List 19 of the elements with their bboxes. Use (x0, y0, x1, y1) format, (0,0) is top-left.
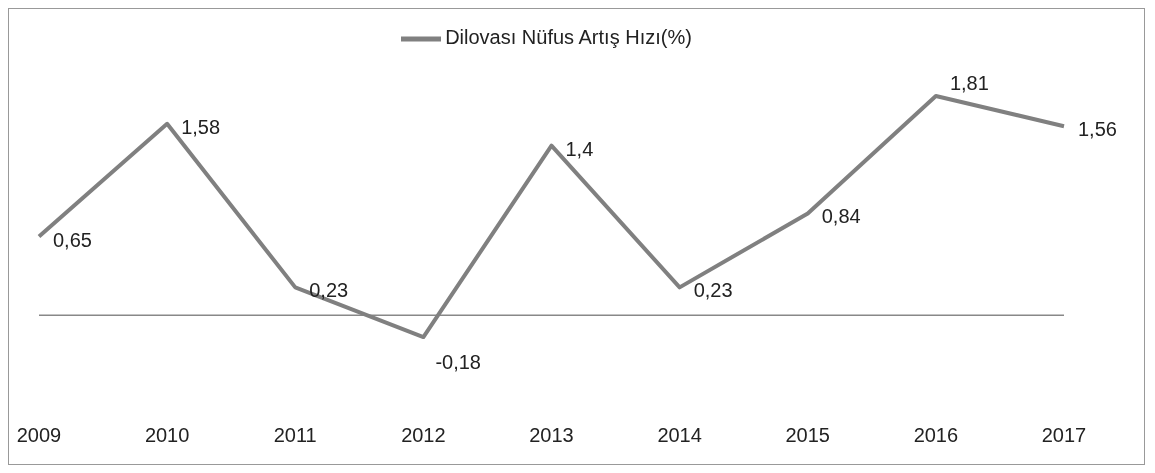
data-label: 1,81 (949, 71, 989, 94)
data-label: 0,84 (821, 205, 861, 228)
x-tick-label: 2017 (1041, 424, 1087, 447)
data-label: 1,58 (181, 115, 221, 138)
data-label: -0,18 (435, 351, 481, 374)
data-label: 1,56 (1078, 118, 1117, 141)
x-tick-label: 2010 (144, 424, 190, 447)
legend-label: Dilovası Nüfus Artış Hızı(%) (445, 26, 692, 49)
x-tick-label: 2016 (913, 424, 959, 447)
x-tick-label: 2009 (16, 424, 62, 447)
data-label: 0,23 (693, 279, 733, 302)
x-tick-label: 2012 (401, 424, 446, 447)
x-tick-label: 2011 (273, 424, 317, 447)
data-label: 0,23 (309, 279, 349, 302)
x-tick-label: 2013 (529, 424, 574, 447)
x-tick-label: 2014 (657, 424, 702, 447)
data-label: 0,65 (53, 228, 92, 251)
x-tick-label: 2015 (785, 424, 830, 447)
data-label: 1,4 (565, 137, 594, 160)
